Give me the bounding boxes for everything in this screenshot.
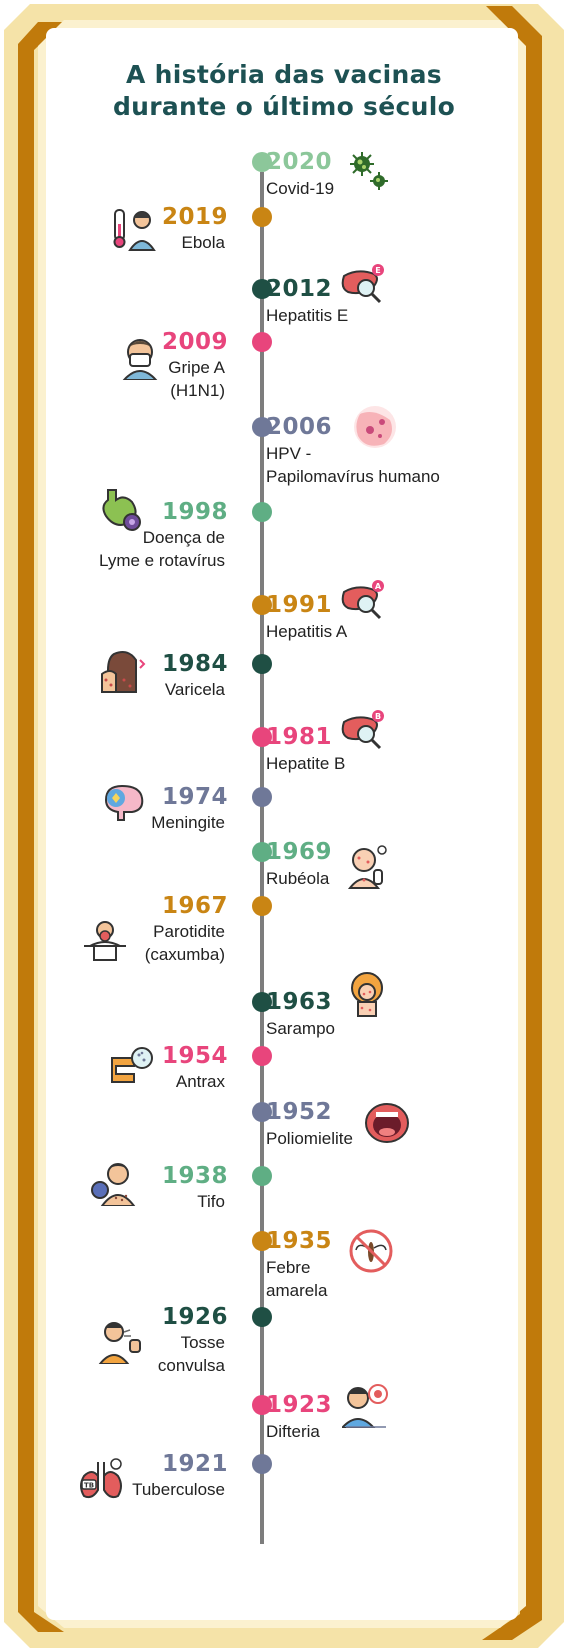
event-year-2012: 2012 — [266, 276, 333, 302]
timeline-marker-2020 — [252, 152, 272, 172]
liver-a-icon: A — [340, 578, 386, 624]
event-label-2019: Ebola — [181, 233, 225, 252]
event-label-1967: Parotidite (caxumba) — [144, 922, 225, 964]
event-label-1984: Varicela — [164, 680, 225, 699]
timeline-marker-1954 — [252, 1046, 272, 1066]
liver-e-icon: E — [340, 262, 386, 308]
fever-patient-icon — [112, 206, 158, 252]
event-label-1938: Tifo — [197, 1192, 225, 1211]
liver-b-icon: B — [340, 708, 386, 754]
timeline-marker-1967 — [252, 896, 272, 916]
page-title-line-1: A história das vacinas — [126, 60, 442, 89]
event-year-1974: 1974 — [161, 784, 228, 810]
no-mosquito-icon — [348, 1228, 394, 1274]
event-label-1991: Hepatitis A — [266, 622, 348, 641]
event-label-1954: Antrax — [175, 1072, 225, 1091]
svg-text:A: A — [375, 582, 382, 591]
event-year-1954: 1954 — [161, 1043, 228, 1069]
hpv-cells-icon — [352, 404, 398, 450]
baby-rash-icon — [344, 844, 390, 890]
event-year-1926: 1926 — [161, 1304, 228, 1330]
event-year-1952: 1952 — [266, 1099, 333, 1125]
svg-text:TB: TB — [84, 1482, 94, 1490]
timeline-marker-1991 — [252, 595, 272, 615]
timeline-marker-1963 — [252, 992, 272, 1012]
measles-person-icon — [344, 972, 390, 1018]
timeline-marker-2019 — [252, 207, 272, 227]
event-label-2012: Hepatitis E — [266, 306, 349, 325]
event-label-2006: HPV - Papilomavírus humano — [266, 444, 440, 486]
event-label-1935: Febre amarela — [266, 1258, 328, 1300]
event-label-2009: Gripe A (H1N1) — [168, 358, 225, 400]
timeline-marker-1981 — [252, 727, 272, 747]
event-year-2020: 2020 — [266, 149, 333, 175]
event-label-1963: Sarampo — [266, 1019, 335, 1038]
event-label-1921: Tuberculose — [132, 1480, 225, 1499]
event-year-1984: 1984 — [161, 651, 228, 677]
timeline-marker-1974 — [252, 787, 272, 807]
event-year-1967: 1967 — [161, 893, 228, 919]
event-label-1952: Poliomielite — [266, 1129, 353, 1148]
timeline-marker-1969 — [252, 842, 272, 862]
itchy-skin-icon — [100, 650, 146, 696]
event-label-1998: Doença de Lyme e rotavírus — [99, 528, 225, 570]
event-year-1938: 1938 — [161, 1163, 228, 1189]
virus-icon — [346, 150, 392, 196]
mumps-person-icon — [82, 918, 128, 964]
timeline-marker-1923 — [252, 1395, 272, 1415]
event-label-1926: Tosse convulsa — [157, 1333, 225, 1375]
timeline-marker-2006 — [252, 417, 272, 437]
tb-lungs-icon: TB — [78, 1456, 124, 1502]
timeline-marker-1921 — [252, 1454, 272, 1474]
page-title-line-2: durante o último século — [112, 92, 456, 121]
event-year-1969: 1969 — [266, 839, 333, 865]
event-year-1935: 1935 — [266, 1228, 333, 1254]
timeline-marker-1952 — [252, 1102, 272, 1122]
typhus-person-icon — [90, 1160, 136, 1206]
svg-text:B: B — [375, 712, 381, 721]
event-year-1923: 1923 — [266, 1392, 333, 1418]
intestine-bacteria-icon — [108, 1044, 154, 1090]
sneezing-person-icon — [118, 334, 164, 380]
brain-icon — [100, 780, 146, 826]
timeline-marker-1984 — [252, 654, 272, 674]
event-label-1974: Meningite — [151, 813, 225, 832]
svg-text:E: E — [375, 266, 380, 275]
event-label-1981: Hepatite B — [266, 754, 346, 773]
timeline-marker-1926 — [252, 1307, 272, 1327]
event-year-1963: 1963 — [266, 989, 333, 1015]
event-label-1923: Difteria — [266, 1422, 320, 1441]
event-year-2009: 2009 — [161, 329, 228, 355]
open-mouth-icon — [364, 1100, 410, 1146]
timeline-marker-2012 — [252, 279, 272, 299]
event-year-2019: 2019 — [161, 204, 228, 230]
stomach-virus-icon — [96, 488, 142, 534]
throat-virus-icon — [342, 1382, 388, 1428]
event-year-1991: 1991 — [266, 592, 333, 618]
event-year-1921: 1921 — [161, 1451, 228, 1477]
event-year-1981: 1981 — [266, 724, 333, 750]
event-year-1998: 1998 — [161, 499, 228, 525]
timeline-marker-1998 — [252, 502, 272, 522]
event-year-2006: 2006 — [266, 414, 333, 440]
event-label-2020: Covid-19 — [266, 179, 335, 198]
timeline-marker-2009 — [252, 332, 272, 352]
timeline-marker-1938 — [252, 1166, 272, 1186]
event-label-1969: Rubéola — [266, 869, 330, 888]
timeline-marker-1935 — [252, 1231, 272, 1251]
coughing-man-icon — [98, 1318, 144, 1364]
